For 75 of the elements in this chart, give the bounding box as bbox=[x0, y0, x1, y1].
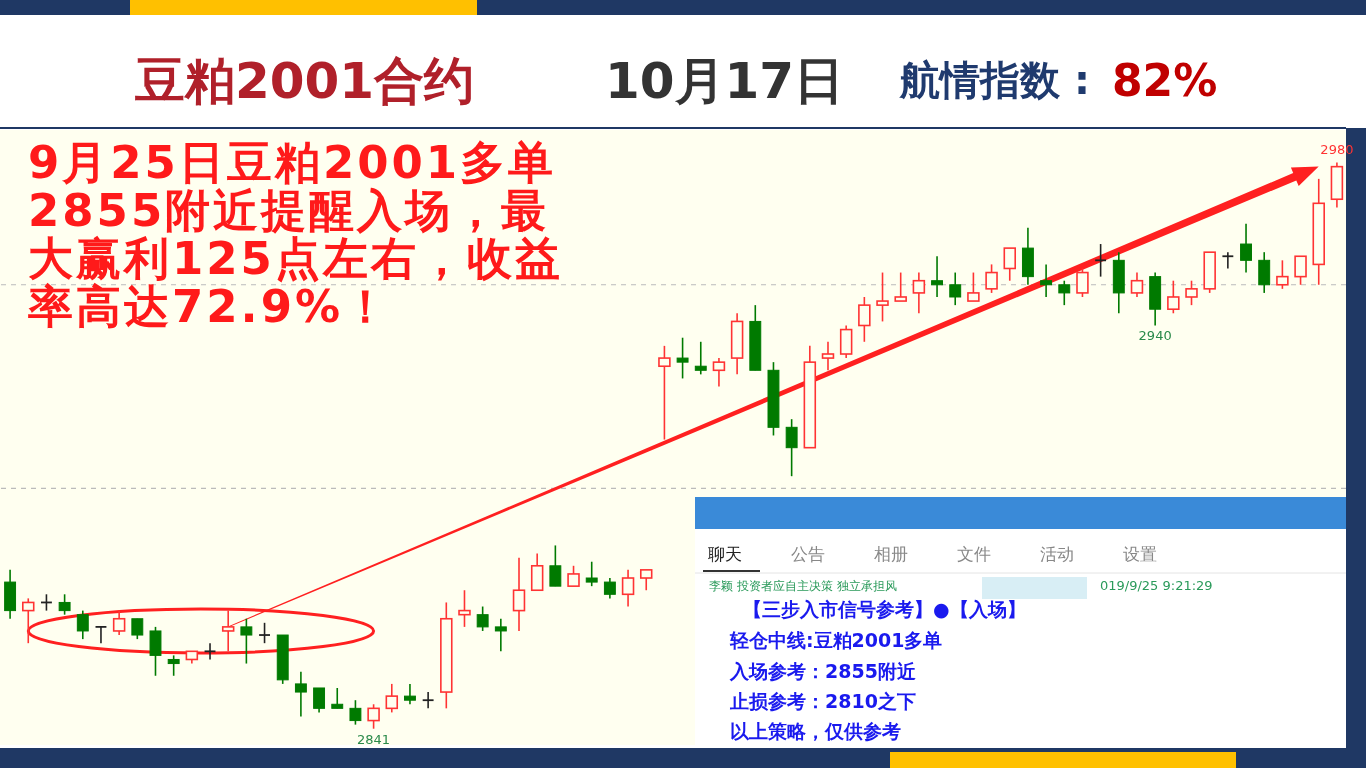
candlestick bbox=[1240, 222, 1252, 274]
candlestick bbox=[385, 683, 399, 714]
candlestick bbox=[694, 340, 707, 376]
candlestick bbox=[639, 569, 653, 592]
candlestick bbox=[203, 642, 217, 661]
candlestick bbox=[1040, 263, 1053, 298]
candlestick bbox=[349, 699, 362, 726]
candlestick bbox=[858, 296, 871, 343]
candlestick bbox=[421, 691, 435, 710]
candlestick bbox=[367, 703, 380, 730]
candlestick bbox=[131, 617, 144, 640]
candlestick bbox=[712, 357, 726, 388]
annotation: 2841 bbox=[357, 731, 391, 747]
annotation: 轻仓中线:豆粕2001多单 bbox=[729, 629, 943, 651]
candlestick bbox=[676, 336, 689, 380]
candlestick bbox=[603, 577, 616, 600]
candlestick bbox=[1003, 247, 1017, 282]
candlestick bbox=[1276, 259, 1289, 290]
candlestick bbox=[331, 687, 344, 710]
candlestick bbox=[821, 340, 835, 372]
annotation: 活动 bbox=[1040, 544, 1074, 564]
candlestick bbox=[1058, 279, 1071, 306]
annotation: 设置 bbox=[1123, 544, 1157, 564]
candlestick bbox=[404, 683, 416, 706]
candlestick bbox=[549, 544, 562, 587]
chart-subtitle: 10月17日 bbox=[605, 52, 845, 110]
annotation: 相册 bbox=[874, 544, 908, 564]
annotation: 【三步入市信号参考】●【入场】 bbox=[743, 598, 1026, 620]
candlestick bbox=[22, 597, 35, 644]
candlestick bbox=[876, 271, 889, 323]
annotation: 019/9/25 9:21:29 bbox=[1100, 578, 1213, 593]
annotation: 2940 bbox=[1138, 328, 1172, 344]
text: 航情指数 : bbox=[899, 57, 1090, 103]
candlestick bbox=[112, 609, 126, 636]
candlestick bbox=[912, 271, 926, 315]
candlestick bbox=[313, 687, 326, 714]
annotation: 李颖 投资者应自主决策 独立承担风 bbox=[709, 579, 897, 593]
candlestick bbox=[949, 271, 962, 306]
chart-title: 豆粕2001合约 bbox=[135, 52, 475, 110]
candlestick bbox=[985, 263, 998, 294]
candlestick bbox=[58, 593, 71, 616]
candlestick bbox=[931, 255, 943, 298]
candlestick bbox=[294, 670, 307, 718]
candlestick bbox=[621, 569, 635, 608]
candlestick bbox=[494, 617, 507, 653]
candlestick bbox=[894, 271, 907, 302]
candlestick bbox=[258, 622, 271, 644]
candlestick bbox=[1294, 255, 1307, 286]
candlestick bbox=[1221, 251, 1235, 270]
candlestick bbox=[167, 654, 180, 677]
annotation: 公告 bbox=[791, 544, 825, 564]
annotation: 聊天 bbox=[708, 544, 742, 564]
annotation: 止损参考：2810之下 bbox=[729, 690, 916, 712]
candlestick bbox=[76, 609, 89, 640]
candlestick bbox=[1185, 279, 1198, 306]
candlestick bbox=[785, 418, 798, 477]
candlestick bbox=[967, 271, 980, 302]
candlestick bbox=[658, 345, 671, 441]
candlestick bbox=[476, 605, 489, 632]
candlestick bbox=[1076, 267, 1089, 298]
candlestick bbox=[1167, 279, 1180, 315]
candlestick bbox=[94, 625, 108, 644]
candlestick bbox=[240, 617, 253, 665]
text: 82% bbox=[1112, 55, 1218, 106]
candlestick bbox=[585, 560, 598, 587]
candlestick bbox=[221, 609, 235, 653]
candlestick bbox=[567, 564, 580, 587]
annotation: 文件 bbox=[957, 544, 991, 564]
annotation: 9月25日豆粕2001多单2855附近提醒入场，最大赢利125点左右，收益率高达72.9%！ bbox=[28, 136, 563, 333]
candlestick bbox=[458, 589, 471, 628]
candlestick bbox=[1094, 243, 1107, 278]
candlestick bbox=[512, 556, 526, 632]
annotation: 以上策略，仅供参考 bbox=[730, 720, 901, 742]
candlestick bbox=[1130, 271, 1144, 298]
annotation: 入场参考：2855附近 bbox=[729, 660, 917, 682]
